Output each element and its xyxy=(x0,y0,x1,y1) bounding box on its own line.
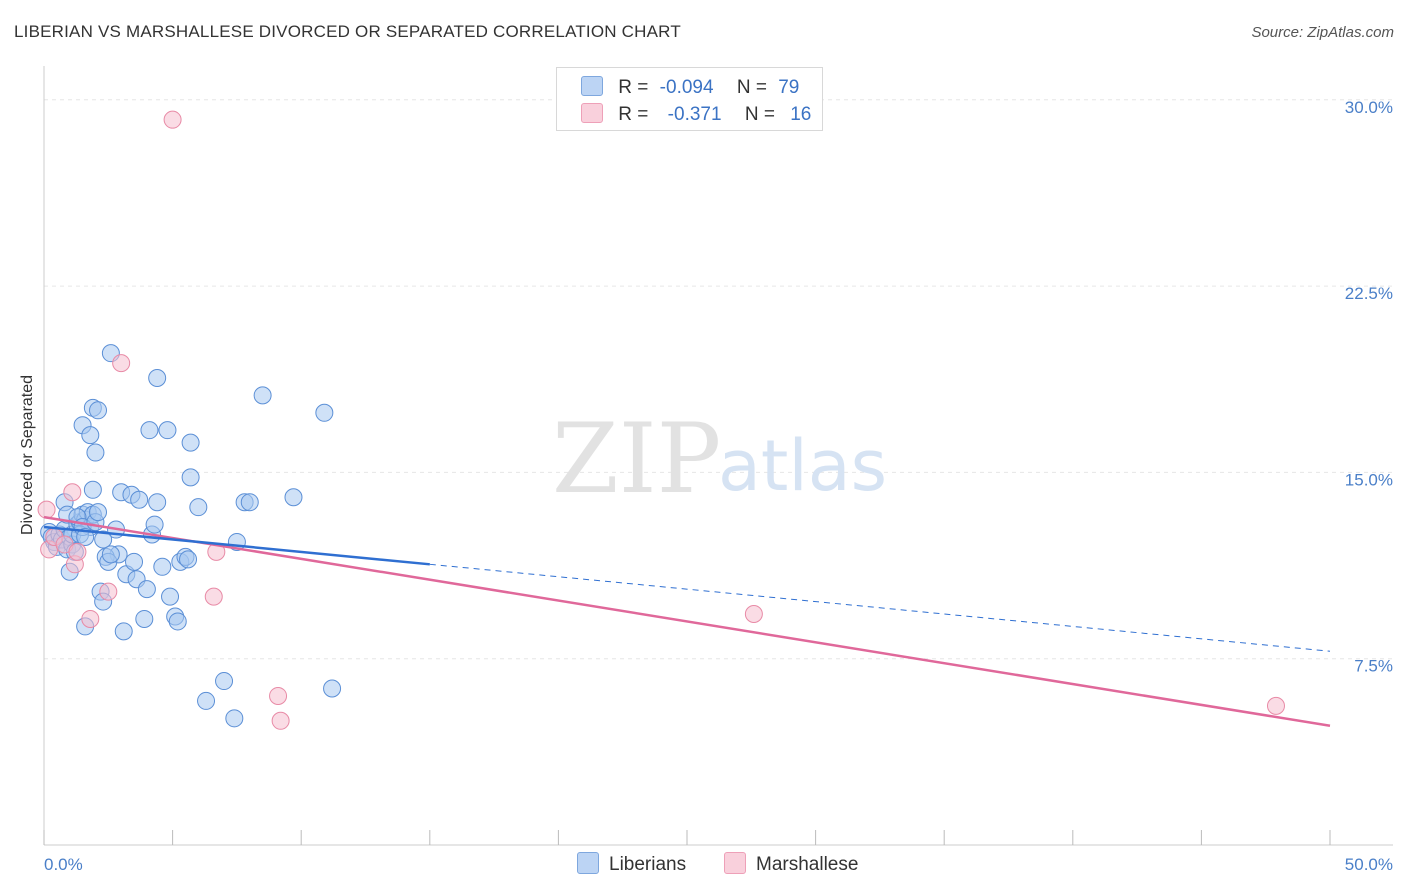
gridlines xyxy=(44,99,1393,660)
liberians-swatch xyxy=(581,76,603,96)
liberians-point xyxy=(225,709,244,728)
y-tick-label-1: 15.0% xyxy=(1345,470,1393,489)
liberians-point xyxy=(135,609,154,628)
liberians-point xyxy=(315,403,334,422)
bottom-liberians-label: Liberians xyxy=(609,854,687,875)
liberians-n-label: N = xyxy=(736,77,767,98)
bottom-legend-marshallese: Marshallese xyxy=(724,852,858,876)
liberians-point xyxy=(323,679,342,698)
legend-row-liberians: R = -0.094 N = 79 xyxy=(581,76,799,99)
liberians-trendline-dashed xyxy=(429,563,1331,652)
liberians-point xyxy=(197,691,216,710)
marshallese-n-value: 16 xyxy=(790,104,812,125)
marshallese-point xyxy=(81,609,100,628)
liberians-n-value: 79 xyxy=(778,77,800,98)
x-tick-label-1: 50.0% xyxy=(1345,855,1393,874)
source-label: Source: ZipAtlas.com xyxy=(1251,24,1394,41)
watermark-zip: ZIP xyxy=(552,403,721,515)
bottom-marshallese-label: Marshallese xyxy=(756,854,859,875)
y-tick-label-0: 7.5% xyxy=(1354,657,1393,676)
liberians-point xyxy=(253,386,272,405)
liberians-trendline-solid xyxy=(43,525,430,566)
liberians-point xyxy=(94,530,113,549)
x-tick-label-0: 0.0% xyxy=(44,855,83,874)
liberians-point xyxy=(114,622,133,641)
marshallese-point xyxy=(204,587,223,606)
liberians-point xyxy=(81,426,100,445)
liberians-point xyxy=(215,672,234,691)
bottom-legend-liberians: Liberians xyxy=(577,852,686,876)
liberians-point xyxy=(89,401,108,420)
marshallese-swatch xyxy=(581,103,603,123)
liberians-point xyxy=(83,480,102,499)
marshallese-point xyxy=(112,354,131,373)
liberians-point xyxy=(153,557,172,576)
liberians-point xyxy=(125,552,144,571)
marshallese-n-label: N = xyxy=(744,104,775,125)
marshallese-point xyxy=(269,686,288,705)
liberians-point xyxy=(86,443,105,462)
marshallese-point xyxy=(1266,696,1285,715)
y-tick-label-3: 30.0% xyxy=(1345,98,1393,117)
axes xyxy=(43,66,1393,846)
marshallese-point xyxy=(37,500,56,519)
bottom-liberians-swatch xyxy=(577,852,599,874)
liberians-point xyxy=(168,612,187,631)
x-tick-labels: 0.0% 50.0% xyxy=(44,855,1393,874)
liberians-point xyxy=(101,545,120,564)
watermark: ZIP atlas xyxy=(552,403,887,515)
liberians-point xyxy=(284,488,303,507)
liberians-point xyxy=(137,580,156,599)
y-tick-label-2: 22.5% xyxy=(1345,284,1393,303)
liberians-point xyxy=(148,493,167,512)
liberians-point xyxy=(140,421,159,440)
marshallese-point xyxy=(68,542,87,561)
liberians-point xyxy=(148,369,167,388)
stats-legend: R = -0.094 N = 79 R = -0.371 N = 16 xyxy=(556,67,823,131)
liberians-point xyxy=(181,468,200,487)
liberians-point xyxy=(240,493,259,512)
marshallese-points xyxy=(37,110,1285,730)
liberians-point xyxy=(189,498,208,517)
liberians-r-value: -0.094 xyxy=(659,77,714,98)
marshallese-point xyxy=(271,711,290,730)
marshallese-r-value: -0.371 xyxy=(667,104,722,125)
chart-title: LIBERIAN VS MARSHALLESE DIVORCED OR SEPA… xyxy=(14,22,681,41)
liberians-point xyxy=(158,421,177,440)
watermark-atlas: atlas xyxy=(718,425,887,507)
liberians-point xyxy=(181,433,200,452)
liberians-point xyxy=(161,587,180,606)
y-tick-labels: 7.5% 15.0% 22.5% 30.0% xyxy=(1345,98,1393,676)
liberians-point xyxy=(130,490,149,509)
marshallese-r-label: R = xyxy=(618,104,649,125)
bottom-marshallese-swatch xyxy=(724,852,746,874)
legend-row-marshallese: R = -0.371 N = 16 xyxy=(581,103,811,126)
marshallese-trendline xyxy=(43,515,1331,728)
liberians-r-label: R = xyxy=(618,77,649,98)
trendlines xyxy=(43,515,1331,728)
liberians-point xyxy=(145,515,164,534)
marshallese-point xyxy=(99,582,118,601)
liberians-point xyxy=(179,550,198,569)
liberians-point xyxy=(89,503,108,522)
liberians-point xyxy=(76,527,95,546)
marshallese-point xyxy=(744,604,763,623)
marshallese-point xyxy=(63,483,82,502)
marshallese-point xyxy=(163,110,182,129)
liberians-points xyxy=(40,344,342,728)
